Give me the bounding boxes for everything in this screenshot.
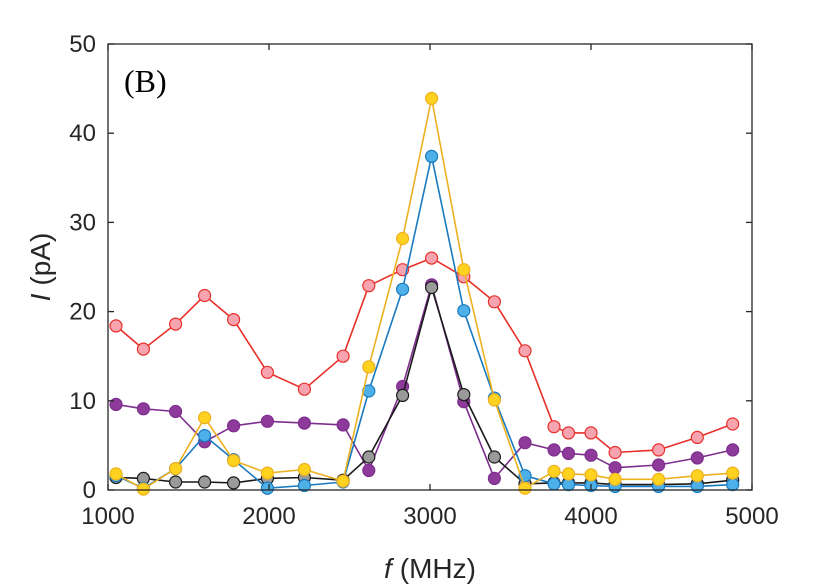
x-tick-label: 2000 [242, 503, 295, 530]
plot-area [108, 44, 752, 490]
series-blue-point [198, 429, 212, 443]
series-yellow-point [457, 263, 471, 277]
series-red-point [547, 420, 561, 434]
x-axis-variable: f [384, 553, 395, 584]
y-tick-label: 20 [69, 299, 96, 326]
series-black-point [227, 476, 241, 490]
series-black-point [457, 388, 471, 402]
series-yellow-point [608, 472, 622, 486]
series-purple-point [651, 458, 666, 472]
series-yellow-point [136, 482, 150, 496]
series-yellow-point [547, 464, 561, 478]
series-purple-point [260, 414, 274, 428]
series-purple-point [362, 463, 376, 477]
series-purple-point [547, 443, 561, 457]
x-tick-label: 1000 [81, 503, 134, 530]
x-axis-label: f (MHz) [384, 553, 476, 584]
y-tick-label: 50 [69, 31, 96, 58]
series-blue-point [260, 481, 274, 495]
series-blue-point [396, 282, 410, 296]
series-purple-point [227, 419, 241, 433]
y-axis-unit: (pA) [25, 233, 56, 286]
series-yellow-point [396, 231, 410, 246]
series-blue-point [297, 478, 311, 493]
series-red-point [198, 288, 212, 303]
series-red-point [136, 342, 150, 356]
series-blue-point [425, 149, 439, 163]
series-black-point [362, 450, 376, 464]
y-tick-label: 0 [83, 477, 96, 504]
series-black-point [425, 280, 439, 295]
series-red-point [690, 430, 704, 444]
series-yellow-point [260, 466, 274, 480]
series-purple-point [169, 404, 183, 419]
series-purple-point [487, 471, 501, 485]
series-yellow-point [726, 466, 740, 480]
tick-layer: 1000 2000 3000 4000 5000 0 10 20 30 40 50 [69, 31, 778, 530]
y-axis-label: I (pA) [25, 233, 56, 302]
x-tick-label: 5000 [725, 503, 778, 530]
series-purple-point [726, 443, 740, 457]
series-red-point [425, 251, 439, 265]
series-purple-point [584, 448, 598, 462]
series-yellow-point [584, 468, 598, 482]
y-axis-variable: I [25, 293, 56, 301]
series-yellow-point [169, 462, 183, 476]
series-black-point [198, 475, 212, 489]
series-red-point [726, 417, 740, 431]
series-red-point [561, 426, 576, 440]
panel-label: (B) [124, 63, 167, 99]
series-red-point [227, 313, 241, 327]
series-red-point [109, 319, 123, 333]
series-red-point [336, 349, 350, 363]
series-black-point [487, 450, 501, 464]
series-yellow-point [362, 360, 376, 374]
series-purple-point [518, 436, 532, 450]
series-red-point [651, 443, 666, 457]
series-red-point [584, 426, 598, 440]
series-yellow-point [109, 467, 123, 481]
series-purple-point [336, 418, 350, 432]
y-tick-label: 40 [69, 120, 96, 147]
series-red-point [362, 279, 376, 293]
series-yellow-point [297, 462, 311, 477]
series-purple [109, 278, 740, 485]
series-yellow-point [198, 411, 212, 425]
series-yellow-point [651, 472, 666, 486]
series-red-point [487, 295, 501, 309]
series-yellow-point [425, 91, 439, 106]
series-blue-point [726, 478, 740, 492]
series-yellow [109, 91, 740, 496]
series-red-point [297, 382, 311, 396]
series-yellow-point [690, 469, 704, 483]
series-red-point [260, 365, 274, 379]
series-yellow-point [487, 393, 501, 407]
series-red-point [608, 445, 622, 460]
y-tick-label: 30 [69, 209, 96, 236]
x-tick-label: 4000 [564, 503, 617, 530]
series-purple-point [608, 461, 622, 475]
series-black-point [396, 388, 410, 402]
x-axis-unit: (MHz) [400, 553, 476, 584]
series-black-point [169, 475, 183, 489]
series-purple-point [561, 446, 576, 460]
series-red-point [169, 317, 183, 331]
series-yellow-point [518, 481, 532, 495]
series-purple-point [297, 416, 311, 430]
series-yellow-point [336, 474, 350, 488]
series-purple-point [136, 402, 150, 416]
x-tick-label: 3000 [403, 503, 456, 530]
series-purple-point [690, 451, 704, 465]
series-blue-point [547, 477, 561, 491]
series-yellow-point [561, 467, 576, 481]
series-red-point [518, 344, 532, 358]
y-tick-label: 10 [69, 388, 96, 415]
series-yellow-point [227, 454, 241, 468]
series-blue-point [457, 304, 471, 318]
series-layer [109, 91, 740, 496]
